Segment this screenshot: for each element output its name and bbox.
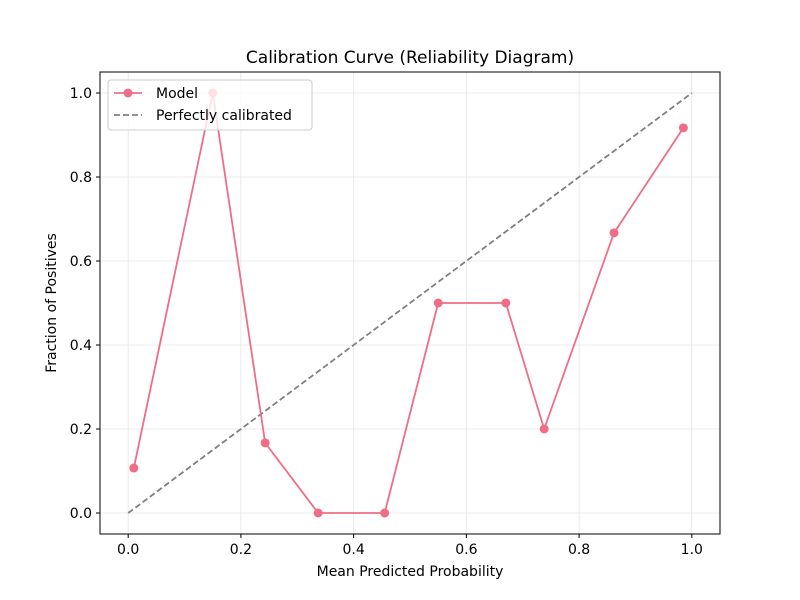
model-data-point [609,228,619,238]
x-tick-label: 1.0 [681,542,703,558]
series-layer [127,88,693,518]
model-data-point [501,298,511,308]
x-tick-label: 0.8 [568,542,590,558]
model-data-point [539,424,549,434]
y-axis-title: Fraction of Positives [44,233,60,373]
legend-marker-model [123,88,133,98]
x-tick-label: 0.2 [230,542,252,558]
x-tick-label: 0.6 [455,542,477,558]
y-tick-label: 0.4 [70,338,92,354]
model-data-point [433,298,443,308]
legend-box [107,79,313,131]
y-tick-label: 0.0 [70,506,92,522]
legend-label-model: Model [156,86,198,102]
model-data-point [129,463,139,473]
legend-label-perfectly-calibrated: Perfectly calibrated [156,108,292,124]
x-tick-label: 0.0 [117,542,139,558]
x-axis-title: Mean Predicted Probability [317,564,504,580]
model-data-point [260,438,270,448]
chart-title: Calibration Curve (Reliability Diagram) [246,48,574,68]
legend: Model Perfectly calibrated [107,79,313,131]
model-data-point [380,508,390,518]
perfectly-calibrated-line [127,92,693,514]
y-tick-label: 0.2 [70,422,92,438]
y-tick-label: 0.6 [70,254,92,270]
model-series-line [132,92,685,514]
y-tick-label: 0.8 [70,170,92,186]
ticks: 0.0 0.2 0.4 0.6 0.8 1.0 0.0 0.2 0.4 0.6 0.8 1.0 [70,86,703,558]
grid [100,72,720,534]
x-tick-label: 0.4 [343,542,365,558]
y-tick-label: 1.0 [70,86,92,102]
model-data-point [678,123,688,133]
model-data-point [313,508,323,518]
plot-frame [99,71,721,535]
